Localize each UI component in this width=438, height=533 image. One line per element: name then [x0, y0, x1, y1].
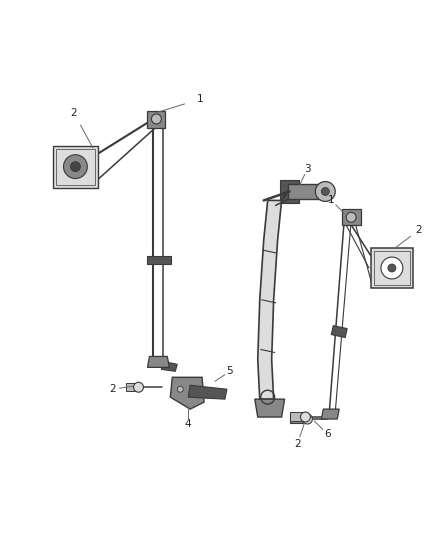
Circle shape: [321, 188, 329, 196]
Polygon shape: [148, 357, 170, 367]
Circle shape: [152, 114, 161, 124]
Circle shape: [71, 161, 81, 172]
Polygon shape: [148, 256, 171, 264]
Text: 3: 3: [304, 164, 311, 174]
Text: 2: 2: [110, 384, 116, 394]
Text: 5: 5: [226, 366, 233, 376]
Circle shape: [300, 412, 311, 422]
Polygon shape: [258, 200, 282, 399]
Bar: [290, 413, 304, 423]
Polygon shape: [279, 180, 300, 204]
Polygon shape: [371, 248, 413, 288]
Text: 2: 2: [294, 439, 301, 449]
Circle shape: [64, 155, 87, 179]
Polygon shape: [148, 111, 165, 128]
Circle shape: [177, 386, 183, 392]
Text: 2: 2: [415, 225, 422, 235]
Bar: [290, 412, 303, 421]
Bar: [126, 383, 140, 391]
Circle shape: [303, 414, 312, 424]
Text: 6: 6: [324, 429, 331, 439]
Polygon shape: [288, 183, 325, 199]
Polygon shape: [188, 385, 227, 399]
Polygon shape: [331, 326, 347, 337]
Polygon shape: [321, 409, 339, 419]
Polygon shape: [342, 209, 361, 225]
Circle shape: [346, 212, 356, 222]
Circle shape: [388, 264, 396, 272]
Polygon shape: [161, 361, 177, 372]
Text: 2: 2: [71, 108, 77, 118]
Text: 1: 1: [328, 196, 335, 205]
Polygon shape: [255, 399, 285, 417]
Circle shape: [134, 382, 144, 392]
Text: 1: 1: [197, 94, 203, 104]
Polygon shape: [170, 377, 204, 409]
Polygon shape: [53, 146, 98, 188]
Circle shape: [381, 257, 403, 279]
Circle shape: [315, 182, 335, 201]
Text: 4: 4: [185, 419, 191, 429]
